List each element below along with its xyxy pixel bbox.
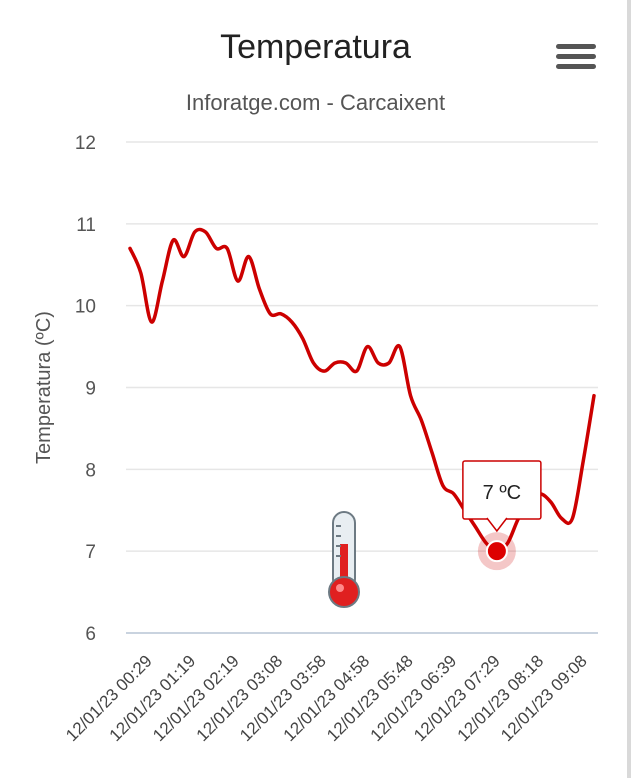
chart-title: Temperatura bbox=[220, 28, 411, 66]
y-axis-label: Temperatura (ºC) bbox=[33, 311, 55, 464]
y-tick-labels: 6 7 8 9 10 11 12 bbox=[75, 133, 96, 645]
y-tick-label: 11 bbox=[76, 215, 96, 236]
y-tick-label: 9 bbox=[85, 379, 96, 400]
hover-marker[interactable] bbox=[477, 532, 516, 571]
hamburger-menu-icon[interactable] bbox=[556, 44, 596, 74]
chart-subtitle: Inforatge.com - Carcaixent bbox=[185, 90, 446, 115]
y-tick-label: 8 bbox=[85, 460, 96, 481]
thermometer-icon bbox=[328, 511, 360, 608]
tooltip-label: 7 ºC bbox=[483, 482, 521, 504]
hover-point[interactable] bbox=[485, 540, 508, 563]
tooltip-arrow bbox=[486, 517, 508, 533]
screen-edge bbox=[627, 0, 631, 778]
y-tick-label: 7 bbox=[85, 542, 96, 563]
y-tick-label: 10 bbox=[75, 297, 96, 318]
tooltip: 7 ºC bbox=[462, 460, 542, 533]
grid-lines bbox=[126, 141, 598, 634]
y-tick-label: 6 bbox=[85, 624, 96, 645]
y-tick-label: 12 bbox=[75, 133, 96, 154]
